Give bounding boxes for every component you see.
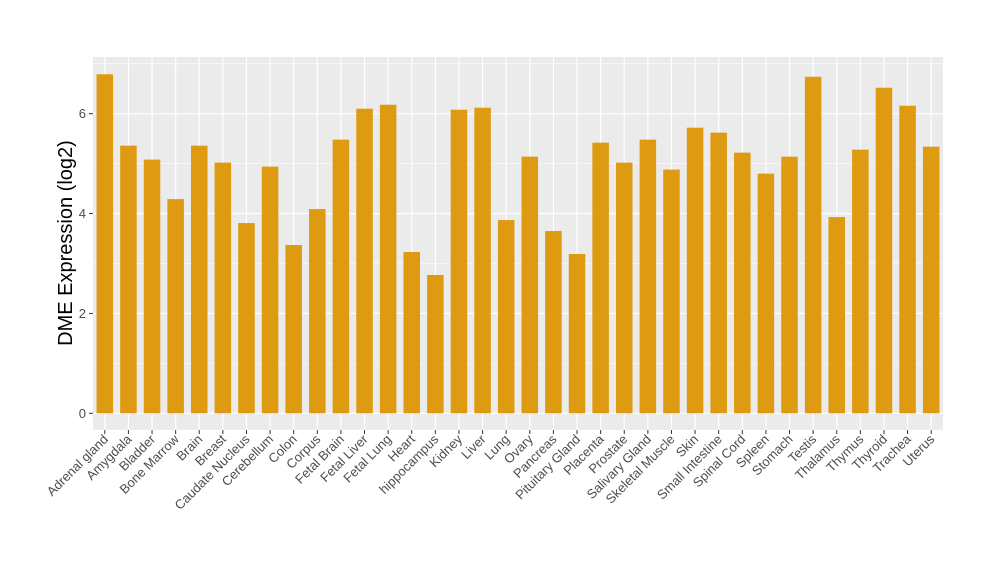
y-tick-label: 4 xyxy=(79,206,86,221)
bar xyxy=(214,162,232,414)
plot-panel xyxy=(93,57,943,430)
bar xyxy=(875,87,893,414)
bar xyxy=(285,245,302,414)
bar xyxy=(379,104,397,414)
bar xyxy=(568,254,586,414)
bar xyxy=(828,217,846,414)
bar xyxy=(734,152,751,414)
bar xyxy=(450,109,468,414)
bar xyxy=(427,274,444,414)
bar xyxy=(686,127,704,414)
bar xyxy=(96,74,114,414)
bar xyxy=(120,145,137,414)
bar xyxy=(143,159,161,414)
bar xyxy=(922,146,940,414)
bar xyxy=(804,76,822,414)
bar xyxy=(332,139,350,414)
bar xyxy=(403,252,421,414)
y-tick-label: 0 xyxy=(79,406,86,421)
bar xyxy=(261,166,279,414)
bar xyxy=(521,156,539,414)
bar xyxy=(309,209,326,414)
bar xyxy=(781,156,798,414)
bar xyxy=(190,145,208,414)
bar xyxy=(592,142,609,414)
bar xyxy=(474,107,491,414)
bar xyxy=(663,169,680,414)
bar xyxy=(356,108,373,414)
bar xyxy=(639,139,657,414)
bar xyxy=(497,220,515,414)
bar xyxy=(852,149,869,414)
bars xyxy=(96,74,940,414)
bar xyxy=(615,162,633,414)
bar xyxy=(757,173,775,414)
y-tick-label: 6 xyxy=(79,106,86,121)
bar xyxy=(167,199,184,414)
y-axis: 0 2 4 6 xyxy=(79,106,93,421)
bar xyxy=(238,223,255,414)
x-tick-label: Liver xyxy=(458,431,489,462)
bar xyxy=(545,231,562,414)
y-axis-label: DME Expression (log2) xyxy=(55,140,77,346)
bar xyxy=(710,132,727,414)
y-tick-label: 2 xyxy=(79,306,86,321)
bar xyxy=(899,105,916,414)
